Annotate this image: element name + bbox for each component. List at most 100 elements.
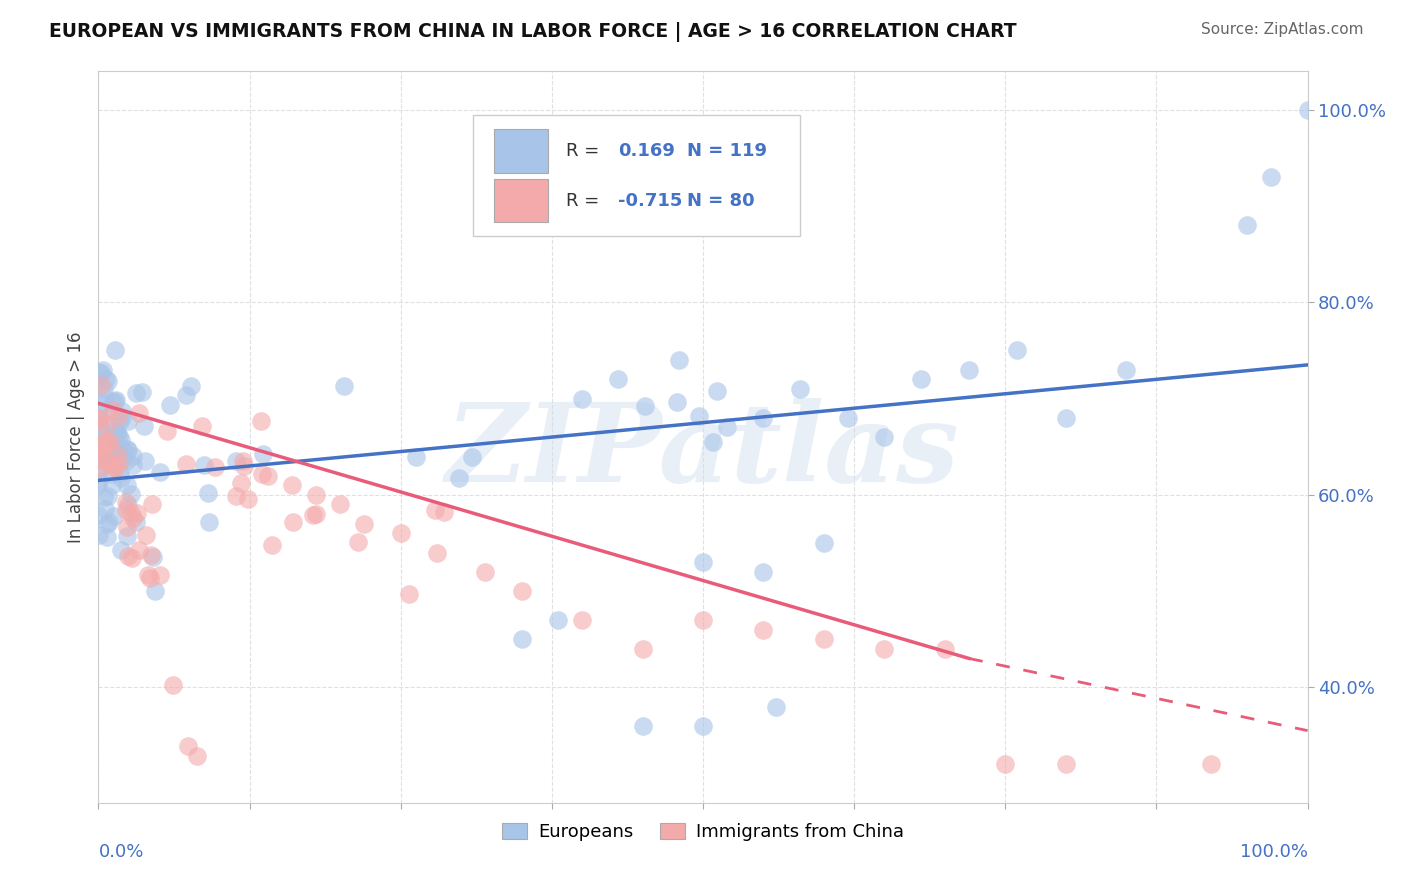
Point bbox=[101, 395, 124, 409]
Point bbox=[634, 400, 657, 414]
Y-axis label: In Labor Force | Age > 16: In Labor Force | Age > 16 bbox=[66, 331, 84, 543]
Point bbox=[117, 413, 139, 427]
Point bbox=[198, 516, 221, 530]
Point bbox=[93, 491, 115, 505]
Point bbox=[716, 420, 738, 434]
Point bbox=[93, 434, 115, 448]
Text: Source: ZipAtlas.com: Source: ZipAtlas.com bbox=[1201, 22, 1364, 37]
Point bbox=[104, 453, 127, 467]
Point bbox=[193, 458, 215, 472]
Text: ZIPatlas: ZIPatlas bbox=[446, 398, 960, 506]
Point bbox=[89, 419, 111, 434]
Point bbox=[176, 458, 198, 472]
Point bbox=[405, 450, 427, 465]
Point bbox=[236, 492, 259, 507]
Point bbox=[305, 488, 328, 502]
Text: 0.0%: 0.0% bbox=[98, 843, 143, 861]
Point bbox=[97, 409, 120, 424]
Point bbox=[1296, 103, 1319, 117]
Point bbox=[389, 526, 412, 541]
Point bbox=[934, 641, 956, 656]
Point bbox=[329, 498, 352, 512]
Text: 0.169: 0.169 bbox=[619, 142, 675, 160]
Point bbox=[510, 632, 533, 647]
FancyBboxPatch shape bbox=[474, 115, 800, 235]
Point bbox=[87, 438, 110, 452]
Point bbox=[91, 362, 114, 376]
Point bbox=[260, 538, 283, 552]
Point bbox=[1054, 410, 1077, 425]
Text: N = 119: N = 119 bbox=[688, 142, 768, 160]
Point bbox=[97, 516, 120, 530]
Point bbox=[149, 568, 172, 582]
Point bbox=[104, 442, 127, 456]
Point bbox=[128, 407, 150, 421]
Point bbox=[94, 372, 117, 386]
Point bbox=[256, 468, 278, 483]
Point bbox=[120, 507, 142, 521]
Point bbox=[87, 473, 110, 487]
Point bbox=[139, 548, 162, 562]
Point bbox=[87, 438, 110, 452]
Point bbox=[547, 613, 569, 627]
FancyBboxPatch shape bbox=[494, 178, 548, 222]
Point bbox=[1260, 170, 1282, 185]
Point bbox=[136, 568, 159, 582]
Point bbox=[197, 486, 219, 500]
Point bbox=[110, 470, 132, 484]
Point bbox=[97, 374, 120, 388]
Point bbox=[1115, 362, 1137, 376]
Point bbox=[353, 516, 375, 531]
Point bbox=[177, 739, 200, 754]
Point bbox=[89, 461, 111, 475]
Point bbox=[631, 641, 654, 656]
Point bbox=[94, 456, 117, 470]
Point bbox=[105, 452, 128, 467]
Point bbox=[447, 471, 470, 485]
Text: -0.715: -0.715 bbox=[619, 192, 683, 210]
Point bbox=[142, 550, 165, 565]
Point bbox=[347, 534, 370, 549]
Point bbox=[125, 386, 148, 401]
Point bbox=[510, 584, 533, 599]
Point bbox=[115, 519, 138, 533]
Point bbox=[225, 489, 247, 503]
Point bbox=[110, 403, 132, 417]
Point bbox=[692, 613, 714, 627]
Point bbox=[97, 489, 120, 503]
Point bbox=[90, 421, 112, 435]
Point bbox=[752, 565, 775, 579]
Point bbox=[305, 507, 328, 521]
Point bbox=[103, 460, 125, 475]
Point bbox=[134, 453, 156, 467]
Point bbox=[668, 353, 690, 368]
Point bbox=[128, 542, 150, 557]
Point bbox=[87, 375, 110, 389]
Point bbox=[474, 565, 496, 579]
Point bbox=[105, 427, 128, 442]
Point bbox=[232, 454, 254, 468]
Text: R =: R = bbox=[567, 142, 606, 160]
Point bbox=[692, 719, 714, 733]
Point bbox=[702, 435, 724, 450]
Point bbox=[93, 383, 115, 397]
Point bbox=[281, 478, 304, 492]
Point bbox=[765, 699, 787, 714]
Point bbox=[87, 508, 110, 522]
Point bbox=[117, 443, 139, 458]
Point bbox=[115, 503, 138, 517]
Point bbox=[94, 451, 117, 466]
Point bbox=[141, 497, 163, 511]
Text: N = 80: N = 80 bbox=[688, 192, 755, 210]
Point bbox=[571, 613, 593, 627]
Point bbox=[225, 454, 247, 468]
Point bbox=[104, 424, 127, 438]
Text: 100.0%: 100.0% bbox=[1240, 843, 1308, 861]
Point bbox=[96, 443, 118, 458]
Point bbox=[87, 411, 110, 425]
Point bbox=[283, 516, 305, 530]
Point bbox=[110, 442, 132, 457]
Point bbox=[94, 391, 117, 405]
Point bbox=[122, 449, 145, 463]
Point bbox=[110, 434, 132, 448]
